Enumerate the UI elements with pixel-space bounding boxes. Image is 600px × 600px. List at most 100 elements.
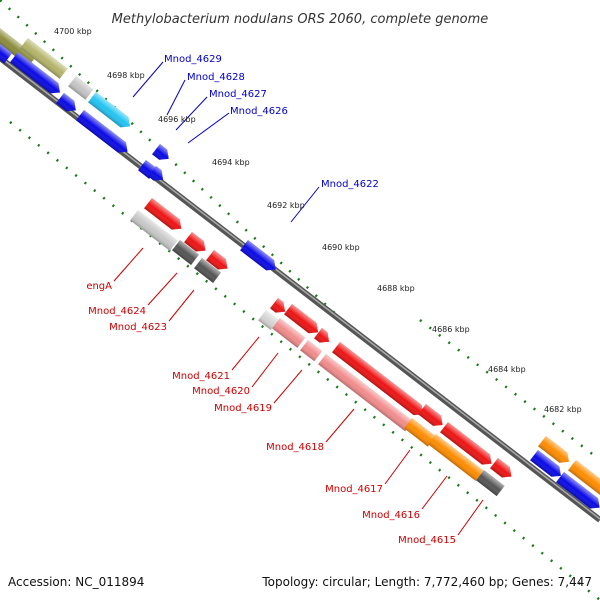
feature-olive[interactable]: [0, 22, 37, 67]
gene-label-mnod-4616[interactable]: Mnod_4616: [362, 510, 420, 521]
tick-label: 4700 kbp: [54, 27, 92, 36]
feature-pink-2[interactable]: [272, 318, 306, 348]
feature-red-5-shading: [284, 304, 319, 334]
feature-blue-3[interactable]: [76, 110, 131, 157]
feature-red-8[interactable]: [418, 404, 447, 430]
feature-olive-2[interactable]: [20, 38, 68, 79]
tick-line-inner: [9, 121, 600, 600]
feature-darkgrey-2[interactable]: [194, 258, 222, 283]
feature-blue-7-shading: [240, 240, 276, 271]
tick-label: 4686 kbp: [432, 325, 470, 334]
feature-cyan-shading: [88, 92, 131, 128]
feature-darkgrey-3[interactable]: [476, 470, 505, 497]
feature-blue-2[interactable]: [56, 93, 80, 116]
feature-pink-1[interactable]: [258, 310, 279, 331]
tick-line-far: [419, 319, 600, 461]
feature-blue-edge[interactable]: [0, 30, 13, 64]
tick-label: 4696 kbp: [158, 115, 196, 124]
leader-mnod-4619: [273, 369, 303, 404]
leader-mnod-4629: [132, 61, 164, 98]
feature-blue-edge-shading: [0, 30, 13, 64]
feature-orange-3[interactable]: [538, 436, 573, 467]
feature-grey-1[interactable]: [68, 76, 94, 100]
feature-red-3[interactable]: [206, 250, 231, 274]
feature-darkgrey-1[interactable]: [172, 240, 200, 265]
feature-red-2[interactable]: [184, 232, 209, 256]
leader-mnod-4626: [187, 112, 230, 144]
leader-enga: [113, 247, 144, 282]
tick-label: 4688 kbp: [377, 284, 415, 293]
feature-blue-1[interactable]: [10, 52, 64, 98]
feature-red-9-shading: [440, 422, 492, 465]
gene-label-mnod-4627[interactable]: Mnod_4627: [209, 89, 267, 100]
tick-label: 4698 kbp: [107, 71, 145, 80]
feature-blue-4-shading: [152, 144, 169, 160]
gene-label-mnod-4621[interactable]: Mnod_4621: [172, 371, 230, 382]
feature-darkgrey-3-shading: [476, 470, 505, 497]
gene-label-mnod-4617[interactable]: Mnod_4617: [325, 484, 383, 495]
feature-red-5[interactable]: [284, 304, 322, 337]
feature-blue-7[interactable]: [240, 240, 280, 275]
feature-darkgrey-1-shading: [172, 240, 200, 265]
leader-mnod-4616: [421, 475, 448, 510]
gene-label-enga[interactable]: engA: [86, 281, 112, 292]
feature-red-6[interactable]: [314, 328, 333, 347]
feature-pink-4-shading: [318, 354, 414, 432]
feature-red-1[interactable]: [144, 198, 185, 234]
feature-orange-4[interactable]: [568, 460, 600, 495]
feature-pink-2-shading: [272, 318, 306, 348]
feature-red-9[interactable]: [440, 422, 495, 469]
leader-mnod-4623: [168, 289, 195, 322]
feature-blue-9[interactable]: [556, 472, 600, 513]
feature-orange-2[interactable]: [428, 434, 484, 481]
leader-mnod-4618: [325, 408, 355, 443]
leader-mnod-4617: [384, 449, 411, 485]
gene-label-mnod-4629[interactable]: Mnod_4629: [164, 54, 222, 65]
leader-mnod-4615: [457, 499, 484, 536]
leader-mnod-4628: [166, 79, 186, 116]
feature-blue-8[interactable]: [530, 450, 565, 481]
gene-label-mnod-4619[interactable]: Mnod_4619: [214, 403, 272, 414]
gene-label-mnod-4623[interactable]: Mnod_4623: [109, 322, 167, 333]
feature-pink-1-shading: [258, 310, 279, 331]
feature-orange-1[interactable]: [404, 418, 436, 447]
feature-blue-2-shading: [56, 93, 76, 112]
feature-orange-1-shading: [404, 418, 436, 447]
feature-darkgrey-2-shading: [194, 258, 222, 283]
feature-grey-2[interactable]: [130, 210, 178, 251]
feature-red-8-shading: [418, 404, 443, 426]
gene-label-mnod-4620[interactable]: Mnod_4620: [192, 386, 250, 397]
gene-label-mnod-4622[interactable]: Mnod_4622: [321, 179, 379, 190]
leader-mnod-4621: [231, 336, 260, 371]
feature-cyan[interactable]: [88, 92, 134, 132]
gene-label-mnod-4626[interactable]: Mnod_4626: [230, 106, 288, 117]
gene-label-mnod-4624[interactable]: Mnod_4624: [88, 306, 146, 317]
feature-red-7[interactable]: [332, 342, 427, 419]
gene-label-mnod-4615[interactable]: Mnod_4615: [398, 535, 456, 546]
gene-label-mnod-4618[interactable]: Mnod_4618: [266, 442, 324, 453]
feature-blue-4[interactable]: [152, 144, 173, 164]
tick-label: 4694 kbp: [212, 158, 250, 167]
feature-red-10[interactable]: [490, 458, 515, 482]
genome-summary-text: Topology: circular; Length: 7,772,460 bp…: [261, 575, 592, 589]
feature-red-4[interactable]: [270, 298, 289, 317]
feature-red-6-shading: [314, 328, 330, 343]
reverse-gene-labels: engA Mnod_4624 Mnod_4623 Mnod_4621 Mnod_…: [86, 281, 456, 546]
feature-red-1-shading: [144, 198, 182, 230]
feature-blue-8-shading: [530, 450, 561, 477]
leader-mnod-4627: [175, 96, 208, 131]
gene-label-mnod-4628[interactable]: Mnod_4628: [187, 72, 245, 83]
feature-blue-6[interactable]: [148, 166, 167, 185]
feature-orange-2-shading: [428, 434, 484, 481]
feature-pink-4[interactable]: [318, 354, 414, 432]
tick-line-outer: [0, 0, 341, 319]
tick-label: 4690 kbp: [322, 243, 360, 252]
feature-orange-4-shading: [568, 460, 600, 495]
accession-text: Accession: NC_011894: [8, 575, 144, 589]
feature-red-3-shading: [206, 250, 228, 270]
feature-pink-3[interactable]: [300, 340, 323, 362]
feature-orange-3-shading: [538, 436, 569, 463]
leader-mnod-4622: [290, 186, 320, 223]
tick-label: 4684 kbp: [488, 365, 526, 374]
